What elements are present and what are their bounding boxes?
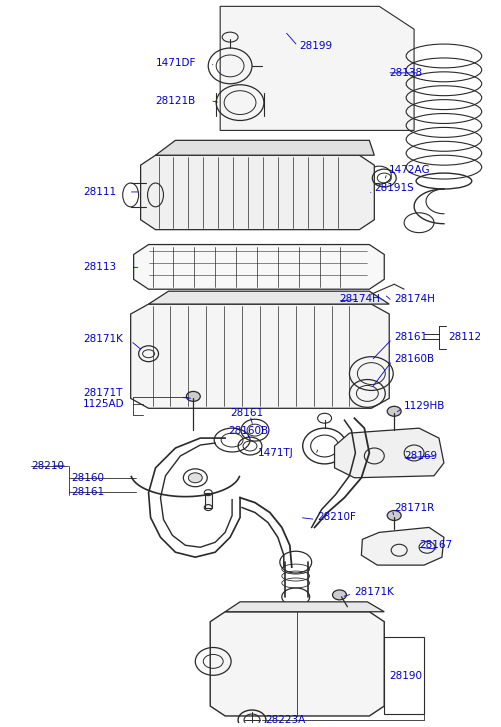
Text: 28191S: 28191S bbox=[374, 183, 414, 193]
Polygon shape bbox=[205, 493, 212, 507]
Ellipse shape bbox=[387, 406, 401, 417]
Polygon shape bbox=[149, 292, 389, 304]
Text: 28160B: 28160B bbox=[394, 353, 434, 364]
Ellipse shape bbox=[387, 510, 401, 521]
Ellipse shape bbox=[186, 391, 200, 401]
Text: 1125AD: 1125AD bbox=[83, 399, 125, 409]
Text: 28199: 28199 bbox=[300, 41, 333, 51]
Text: 28171T: 28171T bbox=[83, 388, 122, 398]
Text: 1471DF: 1471DF bbox=[155, 58, 196, 68]
Polygon shape bbox=[361, 527, 444, 565]
Text: 28190: 28190 bbox=[389, 671, 422, 681]
Text: 28174H: 28174H bbox=[340, 294, 380, 304]
Polygon shape bbox=[155, 140, 374, 156]
Text: 28113: 28113 bbox=[83, 262, 116, 273]
Text: 1472AG: 1472AG bbox=[389, 165, 431, 175]
Polygon shape bbox=[335, 428, 444, 478]
Text: 28160B: 28160B bbox=[228, 426, 268, 436]
Text: 28171K: 28171K bbox=[83, 334, 123, 344]
Text: 28169: 28169 bbox=[404, 451, 437, 461]
Text: 28161: 28161 bbox=[394, 332, 427, 342]
Text: 28174H: 28174H bbox=[394, 294, 435, 304]
Text: 28210F: 28210F bbox=[318, 513, 357, 523]
Polygon shape bbox=[220, 7, 414, 130]
Text: 28171R: 28171R bbox=[394, 502, 434, 513]
Polygon shape bbox=[225, 602, 384, 611]
Text: 28167: 28167 bbox=[419, 540, 452, 550]
Text: 28223A: 28223A bbox=[265, 715, 305, 725]
Text: 28111: 28111 bbox=[83, 187, 116, 197]
Polygon shape bbox=[134, 244, 384, 289]
Text: 28160: 28160 bbox=[71, 473, 104, 483]
Text: 28161: 28161 bbox=[230, 409, 263, 418]
Polygon shape bbox=[141, 156, 374, 230]
Text: 28112: 28112 bbox=[448, 332, 481, 342]
Ellipse shape bbox=[188, 473, 202, 483]
Text: 28161: 28161 bbox=[71, 486, 104, 497]
Ellipse shape bbox=[333, 590, 347, 600]
Text: 28138: 28138 bbox=[389, 68, 422, 78]
Polygon shape bbox=[210, 611, 384, 716]
Polygon shape bbox=[131, 304, 389, 409]
Text: 1129HB: 1129HB bbox=[404, 401, 445, 411]
Text: 28171K: 28171K bbox=[354, 587, 394, 597]
Text: 28121B: 28121B bbox=[155, 96, 196, 105]
Text: 1471TJ: 1471TJ bbox=[258, 448, 294, 458]
Text: 28210: 28210 bbox=[31, 461, 64, 471]
